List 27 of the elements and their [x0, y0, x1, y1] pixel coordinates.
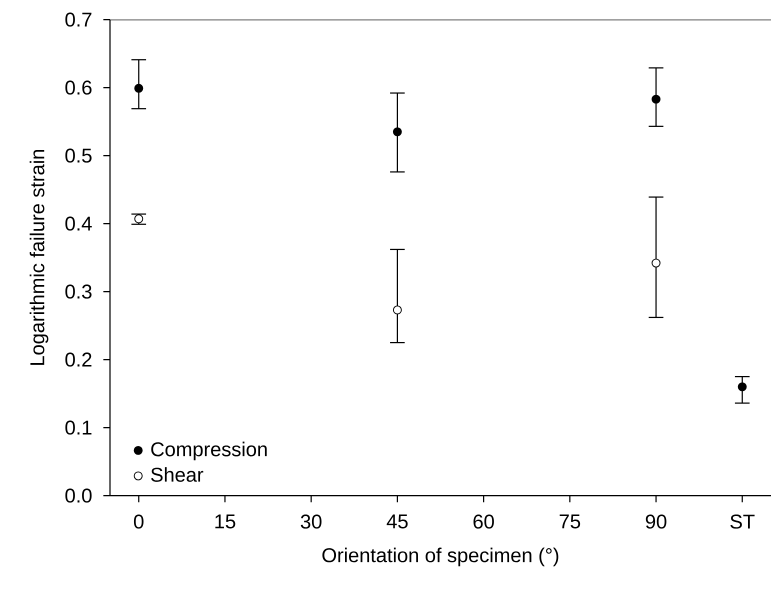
x-tick-label: ST: [730, 514, 755, 529]
point: [652, 258, 661, 268]
y-tick-label: 0.2: [65, 352, 92, 367]
y-tick-label: 0.3: [65, 284, 92, 299]
legend-label: Compression: [151, 442, 267, 461]
y-tick-label: 0.7: [65, 12, 92, 27]
point: [392, 128, 402, 136]
point: [134, 214, 144, 224]
x-tick-label: 60: [474, 514, 494, 529]
x-tick-label: 75: [560, 514, 580, 529]
x-tick-label: 90: [646, 514, 666, 529]
y-tick-label: 0.0: [65, 488, 92, 503]
legend-label: Shear: [151, 467, 204, 482]
point: [392, 306, 402, 315]
y-axis-title: Logarithmic failure strain: [30, 150, 48, 366]
x-tick-label: 45: [386, 514, 408, 529]
point: [652, 94, 661, 104]
y-tick-label: 0.1: [65, 420, 92, 435]
x-axis-title: Orientation of specimen (°): [322, 548, 558, 566]
x-tick-label: 30: [300, 514, 322, 529]
point: [738, 382, 747, 392]
y-tick-label: 0.6: [65, 80, 92, 95]
y-tick-label: 0.4: [65, 216, 92, 231]
x-tick-label: 15: [215, 514, 236, 529]
y-tick-label: 0.5: [65, 148, 92, 163]
x-tick-label: 0: [134, 514, 144, 529]
point: [134, 84, 144, 93]
